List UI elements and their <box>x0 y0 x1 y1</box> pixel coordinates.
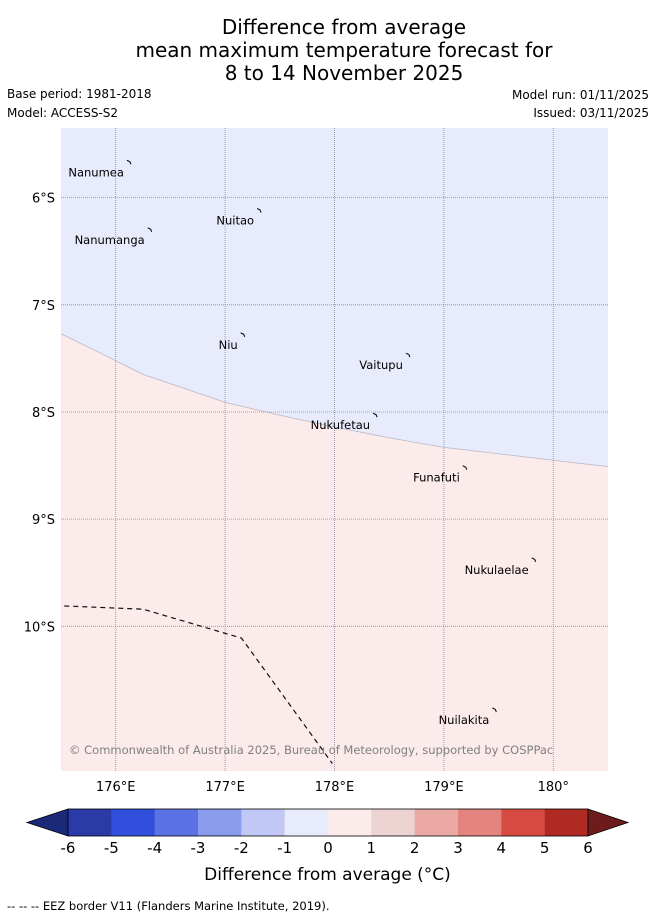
colorbar-tick-label: 6 <box>583 839 593 857</box>
lon-tick-label: 179°E <box>424 780 464 795</box>
colorbar-swatch <box>284 809 329 836</box>
island-label: Niu <box>219 338 238 352</box>
model-name: Model: ACCESS-S2 <box>7 106 119 120</box>
colorbar-title: Difference from average (°C) <box>204 865 451 885</box>
base-period: Base period: 1981-2018 <box>7 87 152 101</box>
colorbar-tick-label: -2 <box>234 839 249 857</box>
island-label: Nuilakita <box>439 713 490 727</box>
colorbar-tick-label: 0 <box>323 839 333 857</box>
island-label: Nanumea <box>68 165 124 179</box>
colorbar-extend-low <box>25 808 69 837</box>
colorbar-swatch <box>154 809 199 836</box>
colorbar-swatch <box>328 809 372 836</box>
lat-tick-label: 8°S <box>32 406 55 421</box>
island-shape <box>492 707 497 713</box>
island-shape <box>240 332 246 338</box>
colorbar-tick-label: 5 <box>540 839 550 857</box>
island-shape <box>462 465 468 470</box>
colorbar-swatch <box>111 809 155 836</box>
lon-tick-label: 177°E <box>205 780 245 795</box>
title-line-1: Difference from average <box>221 15 467 39</box>
lon-tick-label: 176°E <box>96 780 136 795</box>
colorbar-tick-label: 4 <box>497 839 507 857</box>
anomaly-region-negative <box>61 128 608 467</box>
lat-tick-label: 9°S <box>32 513 55 528</box>
island-shape <box>405 352 411 358</box>
island-shape <box>372 412 378 418</box>
colorbar-tick-label: -3 <box>191 839 206 857</box>
island-shape <box>147 227 153 233</box>
colorbar-tick-label: 3 <box>453 839 463 857</box>
lat-tick-label: 10°S <box>24 620 55 635</box>
eez-border <box>64 605 333 764</box>
colorbar-swatch <box>458 809 502 836</box>
anomaly-contour-line <box>60 333 609 468</box>
island-label: Nukulaelae <box>465 563 529 577</box>
model-run: Model run: 01/11/2025 <box>511 88 649 102</box>
colorbar-swatch <box>68 809 112 836</box>
lat-tick-label: 7°S <box>32 299 55 314</box>
colorbar-swatch <box>414 809 459 836</box>
colorbar: -6 -5 -4 -3 -2 -1 0 1 2 3 4 5 6 <box>25 808 630 857</box>
title-line-3: 8 to 14 November 2025 <box>224 61 464 85</box>
island-label: Nukufetau <box>311 418 370 432</box>
colorbar-tick-label: -1 <box>277 839 292 857</box>
colorbar-tick-label: 2 <box>410 839 420 857</box>
lat-tick-label: 6°S <box>32 192 55 207</box>
colorbar-swatch <box>371 809 415 836</box>
island-label: Nanumanga <box>75 233 145 247</box>
chart-title: Difference from average mean maximum tem… <box>0 16 655 85</box>
colorbar-tick-label: -5 <box>104 839 119 857</box>
island-shape <box>256 208 262 213</box>
title-line-2: mean maximum temperature forecast for <box>135 38 553 62</box>
colorbar-swatch <box>198 809 242 836</box>
island-shape <box>126 159 132 165</box>
footnote: -- -- -- EEZ border V11 (Flanders Marine… <box>7 899 330 913</box>
island-label: Funafuti <box>413 471 460 485</box>
copyright-notice: © Commonwealth of Australia 2025, Bureau… <box>69 743 553 757</box>
lon-tick-label: 180° <box>538 780 569 795</box>
colorbar-swatch <box>544 809 589 836</box>
island-label: Nuitao <box>216 214 254 228</box>
colorbar-outline <box>67 808 589 837</box>
colorbar-tick-label: -6 <box>61 839 76 857</box>
colorbar-tick-label: 1 <box>367 839 377 857</box>
colorbar-swatch <box>501 809 545 836</box>
colorbar-extend-high <box>587 808 630 837</box>
issued-date: Issued: 03/11/2025 <box>533 106 649 120</box>
colorbar-tick-label: -4 <box>147 839 162 857</box>
island-label: Vaitupu <box>359 358 403 372</box>
lon-tick-label: 178°E <box>315 780 355 795</box>
island-shape <box>531 557 537 563</box>
colorbar-swatch <box>241 809 285 836</box>
